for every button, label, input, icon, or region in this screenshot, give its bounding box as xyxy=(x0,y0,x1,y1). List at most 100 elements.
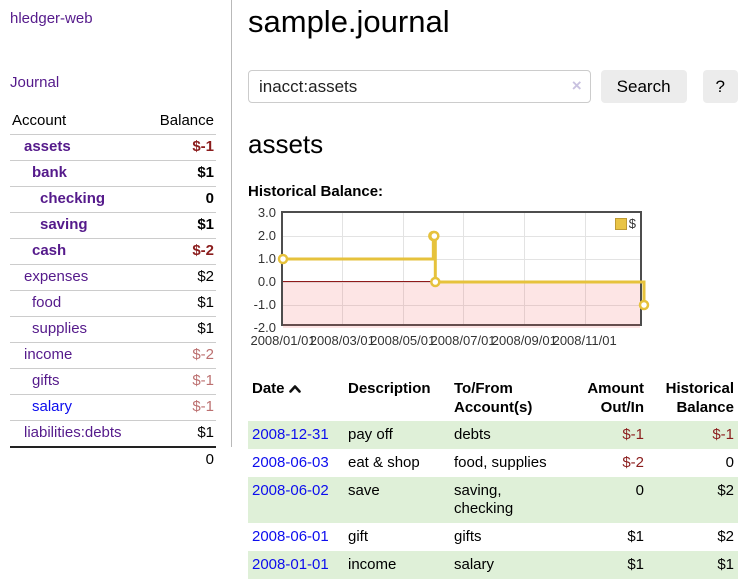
account-link-bank[interactable]: bank xyxy=(32,164,68,181)
accounts-table: Account Balance assets $-1 bank $1 check… xyxy=(10,109,216,473)
account-link-cash[interactable]: cash xyxy=(32,242,67,259)
search-button[interactable]: Search xyxy=(600,70,687,103)
account-balance: $-1 xyxy=(146,394,216,421)
account-link-saving[interactable]: saving xyxy=(40,216,88,233)
data-point-marker xyxy=(429,230,440,242)
account-link-food[interactable]: food xyxy=(32,294,62,311)
account-balance: $-1 xyxy=(146,368,216,395)
negative-region xyxy=(283,282,640,328)
search-input[interactable] xyxy=(248,70,591,103)
account-row: salary $-1 xyxy=(10,394,216,421)
transaction-row: 2008-01-01 income salary $1 $1 xyxy=(248,551,738,579)
account-row: supplies $1 xyxy=(10,316,216,343)
legend-swatch-icon xyxy=(614,217,627,230)
clear-search-icon[interactable]: × xyxy=(571,76,582,95)
chart-x-tick-label: 2008/01/01 xyxy=(250,333,316,348)
transaction-row: 2008-06-01 gift gifts $1 $2 xyxy=(248,523,738,551)
account-row: assets $-1 xyxy=(10,134,216,161)
transaction-balance: $1 xyxy=(648,551,738,579)
v-gridline xyxy=(524,213,525,324)
account-row: expenses $2 xyxy=(10,264,216,291)
header-date-label: Date xyxy=(252,380,285,397)
header-amount: Amount Out/In xyxy=(587,380,644,416)
account-balance: $-2 xyxy=(146,342,216,369)
chart-y-tick-label: 1.0 xyxy=(257,251,276,266)
accounts-header-account: Account xyxy=(12,112,67,129)
chart-x-tick-label: 2008/03/01 xyxy=(309,333,375,348)
account-row: bank $1 xyxy=(10,160,216,187)
header-accounts: To/From Account(s) xyxy=(454,380,533,416)
transaction-balance: 0 xyxy=(725,454,734,471)
account-page-title: assets xyxy=(248,129,324,159)
transaction-amount: 0 xyxy=(568,477,648,523)
chart-x-tick-label: 2008/07/01 xyxy=(430,333,496,348)
sidebar: hledger-web Journal Account Balance asse… xyxy=(0,0,232,473)
transaction-row: 2008-06-02 save saving, checking 0 $2 xyxy=(248,477,738,523)
account-link-expenses[interactable]: expenses xyxy=(24,268,89,285)
accounts-total: 0 xyxy=(146,446,216,473)
transaction-accounts: salary xyxy=(450,551,568,579)
accounts-header-row: Account Balance xyxy=(10,109,216,135)
account-balance: $-1 xyxy=(146,134,216,161)
account-link-income[interactable]: income xyxy=(24,346,73,363)
transaction-row: 2008-06-03 eat & shop food, supplies $-2… xyxy=(248,449,738,477)
account-row: income $-2 xyxy=(10,342,216,369)
transaction-accounts: debts xyxy=(450,421,568,449)
chart-x-tick-label: 2008/09/01 xyxy=(491,333,557,348)
transactions-header-row: Date Description To/From Account(s) Amou… xyxy=(248,377,738,421)
account-row: liabilities:debts $1 xyxy=(10,420,216,447)
chart-x-tick-label: 2008/11/01 xyxy=(552,333,617,348)
transaction-accounts: food, supplies xyxy=(454,454,547,471)
transaction-description: income xyxy=(344,551,450,579)
page-title: sample.journal xyxy=(248,4,450,39)
transaction-description: eat & shop xyxy=(348,454,420,471)
transaction-accounts: gifts xyxy=(454,528,482,545)
header-balance: Historical Balance xyxy=(665,380,734,416)
transaction-date-link[interactable]: 2008-06-03 xyxy=(252,454,329,471)
account-link-gifts[interactable]: gifts xyxy=(32,372,60,389)
chart-legend: $ xyxy=(614,216,636,231)
account-link-liabilities-debts[interactable]: liabilities:debts xyxy=(24,424,122,441)
h-gridline xyxy=(283,259,640,260)
sort-ascending-icon xyxy=(288,385,301,393)
chart-y-tick-label: -1.0 xyxy=(253,297,276,312)
account-row: checking 0 xyxy=(10,186,216,213)
accounts-header-balance: Balance xyxy=(159,112,214,129)
search-input-wrap: × xyxy=(248,70,591,103)
transaction-date-link[interactable]: 2008-06-02 xyxy=(252,482,329,499)
transaction-description: save xyxy=(344,477,450,523)
chart-line-svg xyxy=(277,230,650,311)
transaction-balance: $-1 xyxy=(648,421,738,449)
transaction-date-link[interactable]: 2008-12-31 xyxy=(252,426,329,443)
account-link-checking[interactable]: checking xyxy=(40,190,106,207)
transaction-amount: $-1 xyxy=(568,421,648,449)
journal-link[interactable]: Journal xyxy=(10,74,60,91)
transaction-row: 2008-12-31 pay off debts $-1 $-1 xyxy=(248,421,738,449)
app-title-link[interactable]: hledger-web xyxy=(10,10,93,27)
transaction-amount: $-2 xyxy=(622,454,644,471)
account-link-supplies[interactable]: supplies xyxy=(32,320,88,337)
chart-x-tick-label: 2008/05/01 xyxy=(370,333,436,348)
accounts-total-row: 0 xyxy=(10,446,216,473)
header-description: Description xyxy=(348,380,431,397)
account-row: cash $-2 xyxy=(10,238,216,265)
transaction-date-link[interactable]: 2008-01-01 xyxy=(252,556,329,573)
chart-y-tick-label: 2.0 xyxy=(257,228,276,243)
nav-journal: Journal xyxy=(10,74,231,92)
account-link-salary[interactable]: salary xyxy=(32,398,73,415)
transaction-description: gift xyxy=(348,528,369,545)
account-balance: $1 xyxy=(146,316,216,343)
transaction-date-link[interactable]: 2008-06-01 xyxy=(252,528,329,545)
v-gridline xyxy=(585,213,586,324)
data-point-marker xyxy=(638,299,650,311)
account-balance: $-2 xyxy=(146,238,216,265)
header-date[interactable]: Date xyxy=(248,377,344,421)
transaction-balance: $2 xyxy=(648,477,738,523)
chart-y-tick-label: -2.0 xyxy=(253,320,276,335)
v-gridline xyxy=(342,213,343,324)
chart-plot-area: $ xyxy=(277,211,650,328)
account-link-assets[interactable]: assets xyxy=(24,138,71,155)
help-button[interactable]: ? xyxy=(702,70,738,103)
historical-balance-chart: 3.0 2.0 1.0 0.0 -1.0 -2.0 $ 2008/01/01 2… xyxy=(248,206,668,351)
data-point-marker xyxy=(277,253,289,265)
